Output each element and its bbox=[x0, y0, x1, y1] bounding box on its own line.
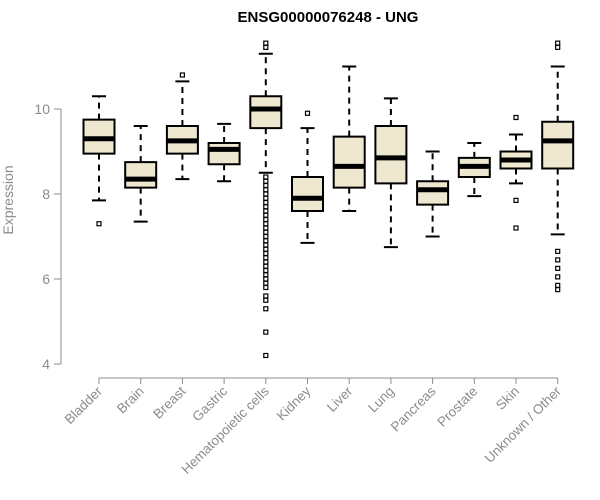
outlier-point bbox=[263, 352, 269, 359]
box bbox=[207, 142, 241, 166]
outlier-point bbox=[263, 40, 269, 46]
outlier-point bbox=[263, 267, 269, 274]
outlier-point bbox=[263, 233, 269, 240]
x-tick-label: Liver bbox=[324, 383, 356, 415]
x-tick-label: Lung bbox=[365, 384, 397, 416]
y-axis-label: Expression bbox=[0, 165, 16, 234]
chart-title: ENSG00000076248 - UNG bbox=[238, 9, 419, 26]
outlier-point bbox=[263, 284, 269, 291]
y-tick-label: 6 bbox=[42, 271, 50, 287]
outlier-point bbox=[263, 199, 269, 206]
box-group bbox=[249, 40, 283, 359]
y-axis: 4 6 8 10 bbox=[34, 101, 62, 372]
box-group bbox=[332, 65, 366, 212]
outlier-point bbox=[304, 110, 311, 116]
x-tick-label: Kidney bbox=[274, 383, 314, 423]
outlier-point bbox=[263, 182, 269, 189]
outlier-point bbox=[513, 197, 519, 203]
outlier-point bbox=[263, 238, 269, 244]
outlier-point bbox=[96, 221, 102, 227]
y-tick-label: 4 bbox=[42, 356, 50, 372]
box-group bbox=[499, 114, 533, 231]
outlier-point bbox=[263, 250, 269, 257]
x-tick-label: Unknown / Other bbox=[482, 383, 565, 466]
box bbox=[541, 120, 575, 170]
outlier-point bbox=[555, 40, 561, 46]
outlier-point bbox=[263, 242, 269, 248]
outlier-point bbox=[263, 263, 269, 269]
outlier-point bbox=[263, 221, 269, 227]
outlier-point bbox=[513, 114, 519, 121]
outlier-point bbox=[555, 265, 561, 271]
box-group bbox=[124, 125, 158, 223]
outlier-point bbox=[263, 225, 269, 231]
box bbox=[291, 176, 324, 212]
outlier-point bbox=[263, 297, 269, 303]
outlier-point bbox=[555, 44, 561, 50]
box-group bbox=[165, 72, 199, 181]
box-group bbox=[541, 40, 575, 293]
outlier-point bbox=[263, 187, 269, 193]
outlier-point bbox=[263, 44, 269, 50]
outlier-point bbox=[263, 276, 269, 282]
outlier-point bbox=[263, 280, 269, 286]
box-group bbox=[416, 150, 450, 238]
outlier-point bbox=[555, 287, 561, 293]
x-tick-label: Skin bbox=[493, 384, 522, 413]
y-tick-label: 10 bbox=[34, 101, 50, 117]
outlier-point bbox=[555, 257, 561, 263]
outlier-point bbox=[263, 174, 269, 180]
x-tick-label: Prostate bbox=[434, 384, 480, 430]
outlier-point bbox=[263, 293, 269, 299]
box-group bbox=[82, 95, 116, 227]
box-group bbox=[457, 142, 491, 198]
box bbox=[374, 125, 408, 185]
outlier-point bbox=[263, 255, 269, 261]
y-tick-label: 8 bbox=[42, 186, 50, 202]
outlier-point bbox=[513, 225, 519, 231]
x-tick-label: Breast bbox=[150, 383, 188, 421]
outlier-point bbox=[263, 212, 269, 218]
x-tick-label: Pancreas bbox=[388, 383, 439, 434]
outlier-point bbox=[263, 191, 269, 197]
outlier-point bbox=[263, 259, 269, 265]
outlier-point bbox=[263, 178, 269, 184]
plot-area bbox=[82, 40, 575, 359]
outlier-point bbox=[555, 274, 561, 280]
outlier-point bbox=[555, 248, 561, 254]
box bbox=[124, 161, 158, 189]
x-tick-label: Gastric bbox=[189, 383, 230, 424]
outlier-point bbox=[555, 282, 561, 288]
box bbox=[332, 135, 366, 189]
outlier-point bbox=[263, 246, 269, 252]
outlier-point bbox=[263, 204, 269, 210]
box-group bbox=[207, 122, 241, 183]
x-tick-label: Brain bbox=[114, 384, 147, 417]
outlier-point bbox=[263, 216, 269, 223]
outlier-point bbox=[179, 72, 185, 78]
box-group bbox=[374, 97, 408, 249]
outlier-point bbox=[263, 306, 269, 312]
outlier-point bbox=[263, 195, 269, 201]
x-tick-label: Bladder bbox=[62, 383, 106, 427]
outlier-point bbox=[263, 229, 269, 235]
box-group bbox=[291, 110, 324, 244]
outlier-point bbox=[263, 208, 269, 214]
outlier-point bbox=[263, 272, 269, 278]
box bbox=[249, 95, 283, 130]
outlier-point bbox=[263, 329, 269, 335]
box bbox=[416, 180, 450, 206]
